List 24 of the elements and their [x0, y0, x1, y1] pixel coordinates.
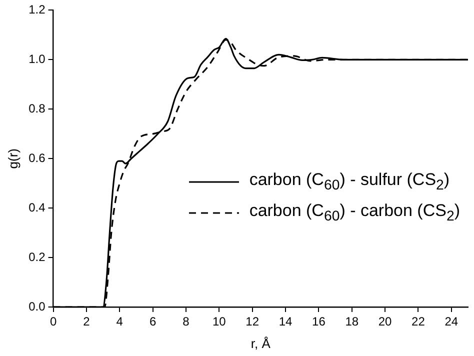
- legend-label: carbon (C$_{60}$) - carbon (CS$_{2}$): [249, 201, 460, 225]
- legend-label: carbon (C$_{60}$) - sulfur (CS$_{2}$): [249, 170, 450, 194]
- x-tick-label: 12: [246, 314, 260, 329]
- y-tick-label: 0.2: [28, 250, 46, 264]
- y-tick-label: 1.0: [28, 52, 46, 66]
- x-tick-label: 2: [83, 314, 90, 329]
- y-tick-label: 1.2: [28, 2, 46, 17]
- x-tick-label: 0: [50, 314, 57, 329]
- x-tick-label: 8: [182, 314, 190, 329]
- y-tick-label: 0.4: [28, 200, 46, 214]
- y-axis-title: g(r): [5, 148, 20, 169]
- x-tick-label: 20: [378, 314, 392, 329]
- x-tick-label: 4: [116, 314, 124, 329]
- x-tick-label: 24: [444, 314, 458, 329]
- y-tick-label: 0.6: [28, 150, 46, 165]
- x-tick-label: 6: [149, 314, 156, 329]
- x-tick-label: 16: [312, 314, 326, 329]
- x-tick-label: 22: [412, 314, 426, 329]
- x-axis-title: r, Å: [250, 336, 271, 351]
- x-tick-label: 18: [345, 314, 359, 329]
- y-tick-label: 0.0: [28, 299, 46, 314]
- y-tick-label: 0.8: [28, 101, 46, 116]
- x-tick-label: 14: [278, 314, 293, 329]
- x-tick-label: 10: [212, 314, 226, 329]
